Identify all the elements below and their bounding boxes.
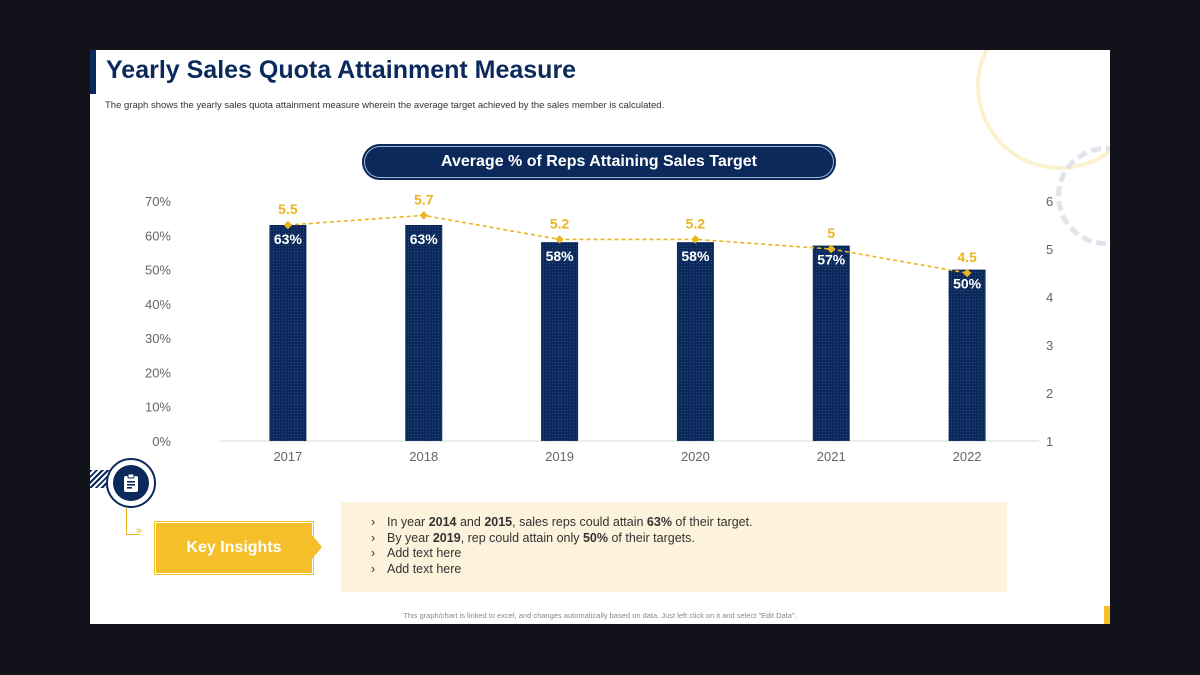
y-left-tick-label: 40% — [145, 297, 171, 312]
line-point — [283, 220, 293, 230]
slide-title: Yearly Sales Quota Attainment Measure — [106, 56, 577, 84]
chart-title: Average % of Reps Attaining Sales Target — [362, 144, 836, 180]
line-point — [419, 211, 428, 220]
insight-highlight: 63% — [646, 515, 672, 529]
insight-text: and — [456, 515, 485, 529]
x-tick-label: 2020 — [681, 449, 710, 464]
y-right-tick-label: 2 — [1046, 386, 1053, 401]
clipboard-badge — [106, 458, 156, 508]
y-left-tick-label: 70% — [145, 194, 171, 209]
title-accent-bar — [90, 50, 96, 94]
insight-item: › In year 2014 and 2015, sales reps could… — [371, 515, 1007, 531]
line-data-label: 5.5 — [278, 201, 298, 217]
insights-panel: › In year 2014 and 2015, sales reps could… — [341, 502, 1007, 592]
insight-text: of their target. — [671, 515, 753, 529]
insight-item: › Add text here — [371, 562, 1007, 578]
chevron-right-icon: › — [371, 515, 376, 529]
y-left-tick-label: 60% — [145, 228, 171, 243]
y-right-tick-label: 1 — [1046, 434, 1053, 449]
chevron-right-icon: › — [371, 561, 376, 576]
line-point — [962, 268, 972, 278]
bar — [269, 225, 307, 441]
insight-text: of their targets. — [608, 530, 695, 545]
x-tick-label: 2022 — [953, 449, 982, 464]
bar-data-label: 58% — [546, 248, 575, 264]
slide-subtitle: The graph shows the yearly sales quota a… — [105, 100, 665, 111]
insight-highlight: 50% — [582, 530, 608, 545]
key-insights-arrow — [312, 535, 322, 559]
insight-item: › By year 2019, rep could attain only 50%… — [371, 531, 1007, 547]
y-left-tick-label: 50% — [145, 263, 171, 278]
clipboard-icon — [113, 465, 149, 501]
connector-line-horizontal — [126, 534, 140, 535]
insight-highlight: 2015 — [484, 515, 513, 529]
insight-item: › Add text here — [371, 546, 1007, 562]
insight-text: , sales reps could attain — [512, 515, 647, 529]
line-data-label: 5 — [827, 225, 835, 241]
slide: Yearly Sales Quota Attainment Measure Th… — [90, 50, 1110, 624]
corner-accent — [1104, 606, 1110, 624]
insight-highlight: 2019 — [432, 530, 461, 545]
insight-text: Add text here — [387, 561, 462, 576]
line-data-label: 5.7 — [414, 191, 434, 207]
insight-text: By year — [387, 530, 433, 545]
y-right-tick-label: 3 — [1046, 338, 1053, 353]
y-right-tick-label: 4 — [1046, 290, 1053, 305]
bar — [812, 245, 850, 441]
line-data-label: 5.2 — [550, 215, 570, 231]
bar-data-label: 58% — [681, 248, 710, 264]
x-tick-label: 2021 — [817, 449, 846, 464]
combo-chart: 0% 10% 20% 30% 40% 50% 60% 70% 1 2 3 4 5 6 2017 2018 201… — [145, 191, 1053, 464]
insight-text: In year — [387, 515, 429, 529]
y-left-tick-label: 20% — [145, 365, 171, 380]
bar-data-label: 50% — [953, 276, 982, 292]
line-data-label: 5.2 — [686, 215, 706, 231]
y-right-tick-label: 6 — [1046, 194, 1053, 209]
x-tick-label: 2017 — [273, 449, 302, 464]
y-right-tick-label: 5 — [1046, 242, 1053, 257]
footnote: This graph/chart is linked to excel, and… — [403, 611, 797, 620]
y-left-tick-label: 10% — [145, 400, 171, 415]
hatch-decoration — [90, 470, 110, 488]
insight-text: Add text here — [387, 546, 462, 560]
connector-line — [126, 508, 128, 534]
bar-data-label: 63% — [274, 231, 303, 247]
chevron-right-icon: › — [371, 530, 376, 545]
x-tick-label: 2019 — [545, 449, 574, 464]
line-point — [555, 235, 564, 244]
chevron-right-icon: » — [136, 525, 143, 537]
bar — [405, 225, 443, 441]
insight-text: , rep could attain only — [460, 530, 583, 545]
y-left-tick-label: 30% — [145, 331, 171, 346]
bar-data-label: 57% — [817, 252, 846, 268]
bar — [948, 269, 986, 441]
x-tick-label: 2018 — [409, 449, 438, 464]
line-data-label: 4.5 — [957, 249, 977, 265]
key-insights-label: Key Insights — [155, 522, 313, 574]
insight-highlight: 2014 — [428, 515, 457, 529]
chevron-right-icon: › — [371, 546, 376, 560]
y-left-tick-label: 0% — [152, 434, 171, 449]
bar — [541, 242, 579, 441]
bar-data-label: 63% — [410, 231, 439, 247]
bar — [676, 242, 714, 441]
series-line — [287, 214, 968, 274]
